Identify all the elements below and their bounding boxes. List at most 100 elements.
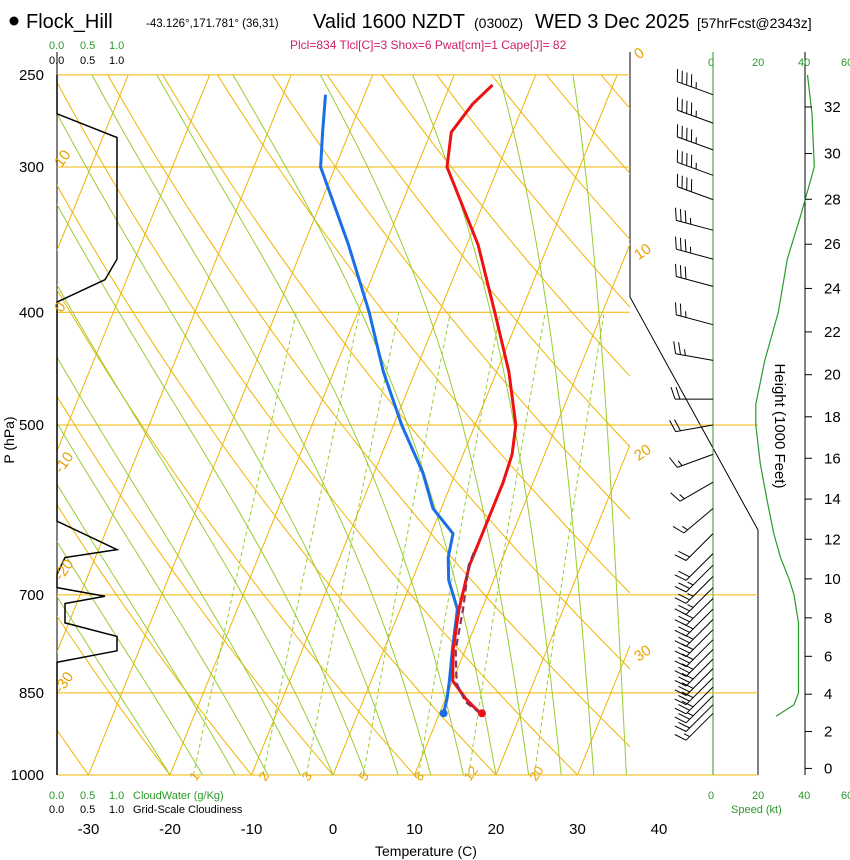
moist-adiabats <box>57 74 627 775</box>
speed-top-tick-40: 40 <box>798 57 810 69</box>
mixing-ratio-line-5 <box>362 312 451 775</box>
height-tick-28: 28 <box>824 191 841 208</box>
mixing-ratio-label-12: 12 <box>460 763 481 783</box>
x-tick--10: -10 <box>241 821 263 838</box>
cloudwater-bottom-tick-2: 1.0 <box>109 790 124 802</box>
dry-adiabat-20 <box>57 184 497 775</box>
speed-bottom-tick-20: 20 <box>752 790 764 802</box>
moist-adiabat-8 <box>57 112 399 775</box>
moist-adiabat-28 <box>412 74 562 775</box>
wind-barb-15 <box>674 533 714 561</box>
pressure-label-700: 700 <box>19 587 44 604</box>
wind-barb-2 <box>676 124 714 151</box>
cloudwater-top-tick-0: 0.0 <box>49 40 64 52</box>
isotherm--30 <box>88 74 374 775</box>
height-tick-0: 0 <box>824 760 832 777</box>
speed-label: Speed (kt) <box>731 804 782 816</box>
wind-barb-3 <box>676 149 714 176</box>
height-tick-22: 22 <box>824 324 841 341</box>
isotherm-label-30: 30 <box>631 642 654 665</box>
wind-barb-17 <box>674 564 714 593</box>
height-tick-32: 32 <box>824 99 841 116</box>
speed-top-tick-20: 20 <box>752 57 764 69</box>
wind-barbs <box>669 69 714 741</box>
surface-temperature-marker <box>477 709 486 718</box>
isotherm-20 <box>495 443 630 775</box>
wind-speed-profile <box>755 74 815 717</box>
valid-date: WED 3 Dec 2025 <box>535 11 690 33</box>
wind-barb-16 <box>674 553 714 581</box>
dewpoint-line <box>319 94 459 714</box>
x-tick-0: 0 <box>329 821 337 838</box>
dry-adiabat-90 <box>381 74 630 377</box>
wind-barb-21 <box>674 608 714 637</box>
cloudwater-bottom-tick-1: 0.5 <box>80 790 95 802</box>
wind-barb-4 <box>676 173 714 201</box>
wind-barb-28 <box>674 677 714 706</box>
moist-adiabat-24 <box>319 74 530 775</box>
pressure-label-500: 500 <box>19 417 44 434</box>
wind-speed-line <box>755 74 815 717</box>
mixing-ratio-line-8 <box>418 312 501 775</box>
pressure-label-400: 400 <box>19 304 44 321</box>
surface-dewpoint-marker <box>439 709 448 718</box>
isotherm-30 <box>577 644 630 775</box>
wind-barb-0 <box>676 69 714 96</box>
height-tick-20: 20 <box>824 367 841 384</box>
mixing-ratio-line-12 <box>468 312 546 775</box>
cloudiness-top-tick-2: 1.0 <box>109 55 124 67</box>
isotherm--50 <box>57 74 211 453</box>
isotherm-label-20: 20 <box>631 441 654 464</box>
dry-adiabat-50 <box>162 74 630 670</box>
mixing-ratio-label-20: 20 <box>526 763 547 783</box>
isotherm--40 <box>57 74 292 654</box>
cloudiness-bottom-tick-0: 0.0 <box>49 804 64 816</box>
wind-panel-edge <box>629 296 759 531</box>
x-tick-30: 30 <box>569 821 586 838</box>
isotherm-label-10: 10 <box>631 240 654 263</box>
dry-adiabat-70 <box>271 74 630 520</box>
isobars <box>57 74 758 776</box>
height-tick-30: 30 <box>824 146 841 163</box>
wind-barb-26 <box>674 658 714 687</box>
station-dot-icon <box>9 16 19 26</box>
x-tick--20: -20 <box>159 821 181 838</box>
height-tick-6: 6 <box>824 648 832 665</box>
height-tick-24: 24 <box>824 280 841 297</box>
isotherm-left-label--20: -20 <box>51 556 77 584</box>
stability-params: Plcl=834 Tlcl[C]=3 Shox=6 Pwat[cm]=1 Cap… <box>290 38 567 52</box>
isotherm-left-label--10: -10 <box>51 449 77 477</box>
isotherms <box>57 74 630 775</box>
speed-bottom-tick-60: 60 <box>841 790 850 802</box>
pressure-label-850: 850 <box>19 685 44 702</box>
wind-barb-8 <box>675 302 714 326</box>
wind-barb-30 <box>674 695 714 724</box>
station-coords: -43.126°,171.781° (36,31) <box>146 18 279 30</box>
moist-adiabat-12 <box>91 74 432 775</box>
isotherm-left-label-10: 10 <box>51 147 74 170</box>
moist-adiabat--20 <box>57 595 171 775</box>
axis-labels: 25030040050070085010000102030100-10-20-3… <box>11 44 841 838</box>
dry-adiabat-100 <box>436 74 630 308</box>
height-tick-16: 16 <box>824 450 841 467</box>
cloudwater-bottom-tick-0: 0.0 <box>49 790 64 802</box>
station-name: Flock_Hill <box>26 11 113 33</box>
y-axis-title: P (hPa) <box>1 416 17 463</box>
valid-time: Valid 1600 NZDT <box>313 11 465 33</box>
dry-adiabat--10 <box>57 503 252 775</box>
wind-barb-25 <box>674 649 714 677</box>
cloudiness-profile <box>56 74 120 775</box>
wind-barb-6 <box>675 236 714 260</box>
speed-bottom-tick-40: 40 <box>798 790 810 802</box>
moist-adiabat--8 <box>57 422 269 775</box>
wind-barb-22 <box>674 619 714 647</box>
dry-adiabat-10 <box>57 288 415 775</box>
wind-barb-29 <box>674 686 714 715</box>
wind-barb-23 <box>674 629 714 658</box>
moist-adiabat-32 <box>498 74 595 775</box>
isotherm-label-0: 0 <box>631 44 648 63</box>
wind-barb-14 <box>672 508 714 534</box>
height-tick-12: 12 <box>824 531 841 548</box>
height-tick-26: 26 <box>824 236 841 253</box>
